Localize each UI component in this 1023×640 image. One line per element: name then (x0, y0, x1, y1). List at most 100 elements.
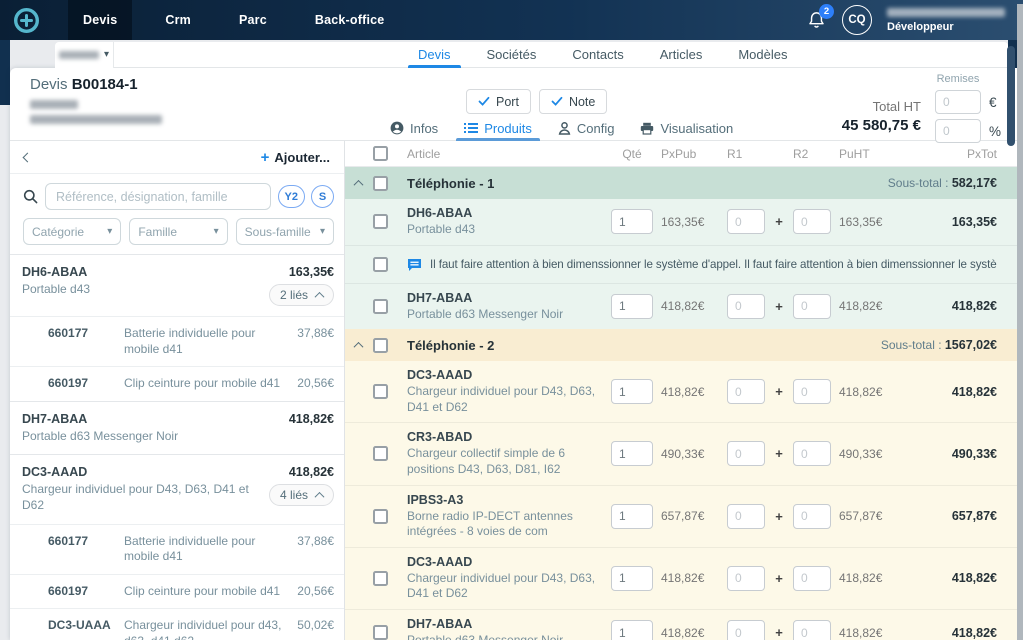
catalog-item-ref: DH6-ABAA (22, 265, 259, 279)
group-header[interactable]: Téléphonie - 2Sous-total : 1567,02€ (345, 329, 1017, 361)
row-checkbox[interactable] (373, 384, 388, 399)
row-checkbox[interactable] (373, 509, 388, 524)
nav-item-crm[interactable]: Crm (150, 0, 206, 40)
tab-societes[interactable]: Sociétés (483, 42, 541, 67)
r1-input[interactable] (727, 294, 765, 319)
qty-input[interactable] (611, 566, 653, 591)
catalog-search-input[interactable] (45, 183, 271, 210)
r1-input[interactable] (727, 209, 765, 234)
row-checkbox[interactable] (373, 571, 388, 586)
linked-item[interactable]: 660177Batterie individuelle pour mobile … (10, 524, 344, 574)
nav-item-parc[interactable]: Parc (224, 0, 282, 40)
note-button[interactable]: Note (539, 89, 607, 114)
r2-input[interactable] (793, 294, 831, 319)
product-row[interactable]: DC3-AAADChargeur individuel pour D43, D6… (345, 547, 1017, 609)
linked-item-price: 50,02€ (297, 618, 334, 632)
discount-euro-input[interactable] (935, 90, 981, 114)
quick-filter-y2[interactable]: Y2 (278, 185, 305, 208)
pxtot-value: 163,35€ (917, 215, 997, 229)
workspace-selector[interactable]: ▾ (55, 42, 114, 68)
qty-input[interactable] (611, 504, 653, 529)
quote-tab-produits[interactable]: Produits (464, 115, 532, 141)
product-row[interactable]: DH7-ABAAPortable d63 Messenger Noir418,8… (345, 283, 1017, 330)
chevron-down-icon: ▾ (214, 227, 219, 237)
qty-input[interactable] (611, 379, 653, 404)
linked-item-price: 20,56€ (297, 376, 334, 390)
pxtot-value: 418,82€ (917, 626, 997, 640)
dropdown-famille[interactable]: Famille▾ (129, 218, 227, 245)
dropdown-categorie[interactable]: Catégorie▾ (23, 218, 121, 245)
r1-input[interactable] (727, 379, 765, 404)
discount-percent-input[interactable] (935, 119, 981, 143)
row-checkbox[interactable] (373, 625, 388, 640)
pxtot-value: 418,82€ (917, 571, 997, 585)
select-all-checkbox[interactable] (373, 146, 388, 161)
quote-tab-config[interactable]: Config (558, 115, 615, 141)
r1-input[interactable] (727, 441, 765, 466)
collapse-panel-button[interactable] (23, 152, 33, 162)
linked-item[interactable]: 660177Batterie individuelle pour mobile … (10, 316, 344, 366)
tab-contacts[interactable]: Contacts (568, 42, 627, 67)
r2-input[interactable] (793, 504, 831, 529)
tab-devis[interactable]: Devis (414, 42, 455, 67)
dropdown-sous-famille[interactable]: Sous-famille▾ (236, 218, 334, 245)
r2-input[interactable] (793, 620, 831, 640)
tab-modeles[interactable]: Modèles (734, 42, 791, 67)
row-checkbox[interactable] (373, 214, 388, 229)
row-checkbox[interactable] (373, 299, 388, 314)
linked-item-desc: Batterie individuelle pour mobile d41 (124, 326, 285, 357)
linked-item-price: 20,56€ (297, 584, 334, 598)
group-header[interactable]: Téléphonie - 1Sous-total : 582,17€ (345, 167, 1017, 199)
linked-toggle[interactable]: 4 liés (269, 484, 334, 506)
product-row[interactable]: DH7-ABAAPortable d63 Messenger Noir418,8… (345, 609, 1017, 640)
qty-input[interactable] (611, 294, 653, 319)
add-article-button[interactable]: + Ajouter... (261, 149, 330, 166)
product-row[interactable]: DC3-AAADChargeur individuel pour D43, D6… (345, 361, 1017, 422)
main-card: Devis B00184-1 PortNote InfosProduitsCon… (10, 68, 1017, 640)
group-checkbox[interactable] (373, 176, 388, 191)
card-body: + Ajouter... Y2 S Catégorie▾ Famille▾ Sous-… (10, 141, 1017, 640)
user-block[interactable]: Développeur (887, 8, 1005, 33)
product-row[interactable]: CR3-ABADChargeur collectif simple de 6 p… (345, 422, 1017, 484)
article-desc: Chargeur individuel pour D43, D63, D41 e… (407, 384, 603, 415)
group-checkbox[interactable] (373, 338, 388, 353)
r1-input[interactable] (727, 504, 765, 529)
r2-input[interactable] (793, 441, 831, 466)
row-checkbox[interactable] (373, 257, 388, 272)
qty-input[interactable] (611, 620, 653, 640)
r1-input[interactable] (727, 566, 765, 591)
catalog-item-main[interactable]: DH7-ABAAPortable d63 Messenger Noir418,8… (10, 402, 344, 455)
page-scrollbar[interactable] (1017, 4, 1023, 640)
port-button[interactable]: Port (466, 89, 531, 114)
catalog-item-main[interactable]: DC3-AAADChargeur individuel pour D43, D6… (10, 455, 344, 523)
content-scrollbar-thumb[interactable] (1007, 46, 1015, 146)
nav-item-back-office[interactable]: Back-office (300, 0, 400, 40)
dropdown-label: Sous-famille (245, 225, 311, 239)
avatar[interactable]: CQ (842, 5, 872, 35)
note-row[interactable]: Il faut faire attention à bien dimenssio… (345, 245, 1017, 283)
qty-input[interactable] (611, 441, 653, 466)
topbar-right: 2 CQ Développeur (807, 5, 1005, 35)
quote-tab-infos[interactable]: Infos (390, 115, 438, 141)
linked-item[interactable]: DC3-UAAAChargeur individuel pour d43, d6… (10, 608, 344, 640)
notifications-button[interactable]: 2 (807, 10, 827, 30)
catalog-item-main[interactable]: DH6-ABAAPortable d43163,35€2 liés (10, 255, 344, 316)
row-checkbox[interactable] (373, 446, 388, 461)
linked-toggle[interactable]: 2 liés (269, 284, 334, 306)
r2-input[interactable] (793, 566, 831, 591)
r1-input[interactable] (727, 620, 765, 640)
chevron-up-icon[interactable] (354, 342, 364, 352)
r2-input[interactable] (793, 209, 831, 234)
qty-input[interactable] (611, 209, 653, 234)
linked-item[interactable]: 660197Clip ceinture pour mobile d4120,56… (10, 366, 344, 401)
product-row[interactable]: IPBS3-A3Borne radio IP-DECT antennes int… (345, 485, 1017, 547)
quick-filter-s[interactable]: S (311, 185, 334, 208)
chevron-up-icon[interactable] (354, 179, 364, 189)
tab-articles[interactable]: Articles (656, 42, 707, 67)
quote-tab-visualisation[interactable]: Visualisation (640, 115, 733, 141)
nav-item-devis[interactable]: Devis (68, 0, 132, 40)
linked-item[interactable]: 660197Clip ceinture pour mobile d4120,56… (10, 574, 344, 609)
app-logo-icon[interactable] (13, 7, 40, 34)
product-row[interactable]: DH6-ABAAPortable d43163,35€+163,35€163,3… (345, 199, 1017, 245)
r2-input[interactable] (793, 379, 831, 404)
